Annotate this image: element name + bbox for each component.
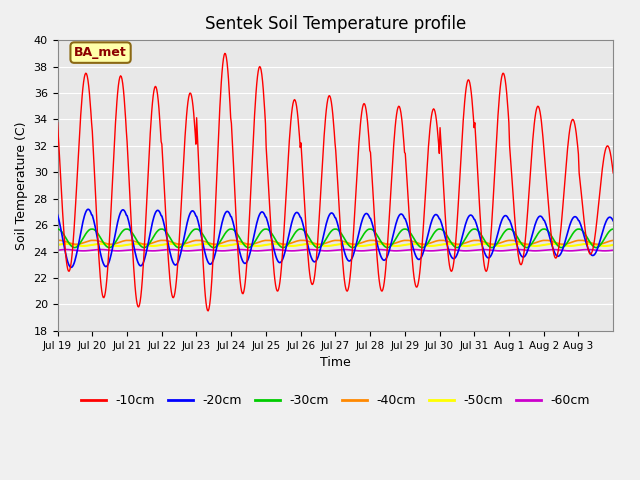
Text: BA_met: BA_met — [74, 46, 127, 59]
Legend: -10cm, -20cm, -30cm, -40cm, -50cm, -60cm: -10cm, -20cm, -30cm, -40cm, -50cm, -60cm — [76, 389, 595, 412]
Title: Sentek Soil Temperature profile: Sentek Soil Temperature profile — [205, 15, 466, 33]
X-axis label: Time: Time — [320, 356, 351, 369]
Y-axis label: Soil Temperature (C): Soil Temperature (C) — [15, 121, 28, 250]
